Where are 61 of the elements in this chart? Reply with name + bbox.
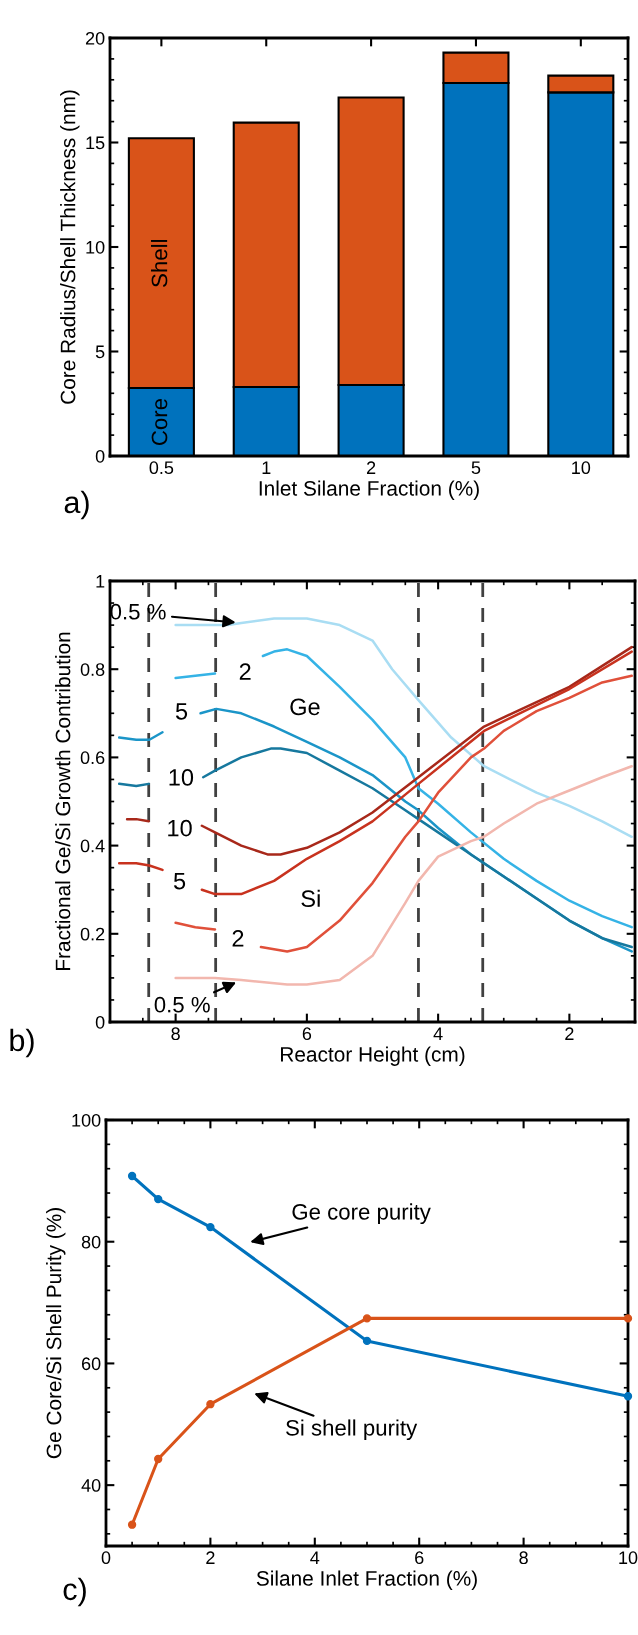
point [127, 1171, 137, 1181]
point [362, 1336, 372, 1346]
x-tick-label: 5 [471, 461, 481, 475]
annotation: 2 [232, 930, 244, 947]
y-tick-label: 0.6 [80, 751, 105, 765]
text: c) [63, 1577, 86, 1607]
annotation: Si shell purity [286, 1419, 418, 1441]
x-tick-label: 6 [415, 1551, 424, 1565]
x-tick-label: 2 [206, 1551, 215, 1564]
point [206, 1222, 215, 1232]
y-tick-label: 0.8 [80, 663, 105, 676]
point [127, 1520, 137, 1529]
annotation: Si [301, 889, 320, 908]
x-tick-label: 2 [565, 1027, 574, 1040]
x-tick-label: 1 [262, 461, 271, 474]
annotation: 10 [169, 769, 194, 786]
y-tick-label: 100 [72, 1113, 101, 1127]
y-tick-label: 0.2 [80, 927, 105, 941]
annotation: Ge core purity [292, 1203, 431, 1225]
annotation: 10 [168, 819, 192, 837]
x-axis-title: Reactor Height (cm) [281, 1046, 465, 1066]
y-tick-label: 0.4 [80, 839, 105, 853]
x-tick-label: 2 [366, 461, 376, 474]
text: b) [10, 1028, 34, 1058]
x-axis-title: Silane Inlet Fraction (%) [256, 1570, 477, 1590]
y-tick-label: 15 [86, 136, 105, 150]
x-axis-title: Inlet Silane Fraction (%) [259, 480, 479, 500]
x-tick-label: 10 [619, 1551, 638, 1565]
point [206, 1400, 215, 1409]
y-tick-label: 1 [96, 575, 105, 588]
annotation: Ge [290, 698, 320, 716]
point [623, 1392, 633, 1401]
y-tick-label: 10 [86, 240, 105, 254]
x-tick-label: 10 [572, 461, 591, 475]
series-label: Core [151, 398, 168, 445]
x-tick-label: 6 [302, 1027, 312, 1041]
x-tick-label: 0.5 [149, 461, 174, 475]
x-tick-label: 8 [519, 1551, 528, 1565]
y-axis-title: Core Radius/Shell Thickness (nm) [60, 90, 80, 404]
y-tick-label: 5 [95, 345, 105, 359]
y-tick-label: 0 [95, 449, 105, 463]
annotation: 5 [173, 872, 186, 890]
annotation: 0.5 % [154, 996, 210, 1013]
y-tick-label: 80 [81, 1235, 101, 1249]
y-axis-title: Fractional Ge/Si Growth Contribution [55, 632, 71, 970]
y-tick-label: 20 [85, 31, 105, 45]
y-tick-label: 60 [81, 1357, 101, 1371]
annotation: 5 [175, 703, 188, 720]
y-axis-title: Ge Core/Si Shell Purity (%) [46, 1208, 66, 1459]
text: a) [64, 490, 89, 520]
annotation: 2 [239, 663, 251, 680]
x-tick-label: 4 [433, 1027, 443, 1040]
point [154, 1194, 163, 1204]
y-tick-label: 0 [95, 1015, 105, 1029]
x-tick-label: 4 [310, 1551, 320, 1564]
point [623, 1314, 633, 1323]
point [362, 1314, 372, 1323]
y-tick-label: 40 [81, 1479, 101, 1492]
series-label: Shell [151, 239, 168, 287]
point [154, 1454, 163, 1464]
x-tick-label: 8 [171, 1027, 180, 1041]
